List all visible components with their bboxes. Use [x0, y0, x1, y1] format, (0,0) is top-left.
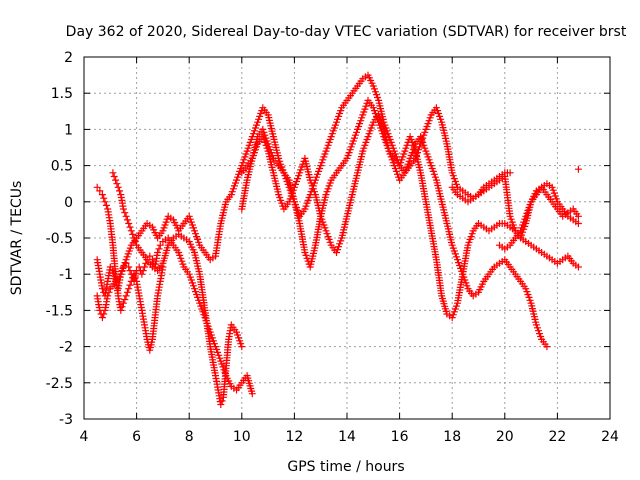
- x-tick-label: 8: [185, 429, 194, 445]
- y-tick-label: -2.5: [46, 376, 73, 392]
- data-point: [101, 198, 109, 206]
- axis-ticks: [83, 56, 611, 420]
- x-axis-label: GPS time / hours: [287, 459, 404, 475]
- data-point-fill: [121, 296, 129, 303]
- y-tick-label: -3: [59, 412, 73, 428]
- data-point-fill: [218, 397, 226, 405]
- x-tick-label: 18: [443, 429, 461, 445]
- data-marks: [93, 71, 582, 408]
- data-point-fill: [110, 173, 118, 180]
- data-point: [238, 343, 246, 351]
- data-point: [248, 390, 256, 398]
- data-point: [109, 169, 117, 177]
- data-point: [146, 252, 154, 260]
- data-point-fill: [123, 216, 131, 224]
- y-tick-label: 2: [64, 50, 73, 66]
- data-point: [98, 314, 106, 322]
- data-point: [156, 241, 164, 249]
- y-tick-label: -1: [59, 267, 73, 283]
- data-point-fill: [105, 288, 113, 296]
- data-point: [106, 263, 114, 271]
- data-point: [125, 220, 133, 227]
- y-tick-label: 0: [64, 195, 73, 211]
- y-axis-label: SDTVAR / TECUs: [9, 181, 25, 296]
- data-point-fill: [102, 201, 110, 209]
- y-tick-label: -2: [59, 340, 73, 356]
- y-tick-label: -1.5: [46, 303, 73, 319]
- data-point-fill: [116, 187, 123, 195]
- x-tick-label: 4: [80, 429, 89, 445]
- data-point: [574, 165, 582, 173]
- x-tick-label: 24: [601, 429, 619, 445]
- data-point-fill: [155, 245, 163, 253]
- data-point: [104, 292, 112, 300]
- x-tick-label: 10: [233, 429, 251, 445]
- data-point-fill: [126, 223, 134, 231]
- x-tick-label: 14: [338, 429, 356, 445]
- data-point: [119, 205, 127, 213]
- x-tick-label: 22: [548, 429, 566, 445]
- y-tick-label: 1: [64, 122, 73, 138]
- data-point: [574, 212, 582, 220]
- x-tick-label: 12: [285, 429, 303, 445]
- data-point: [154, 249, 162, 256]
- data-point: [141, 263, 148, 271]
- data-point-fill: [139, 267, 147, 275]
- data-point: [543, 343, 551, 351]
- x-tick-label: 20: [496, 429, 514, 445]
- y-tick-label: 0.5: [51, 159, 73, 175]
- data-point: [117, 306, 125, 314]
- y-tick-label: 1.5: [51, 86, 73, 102]
- data-point-fill: [100, 310, 108, 318]
- data-point: [506, 169, 514, 177]
- data-point-fill: [123, 288, 131, 296]
- data-point: [127, 227, 135, 235]
- data-point: [93, 183, 101, 191]
- data-point-fill: [118, 303, 126, 311]
- data-point-fill: [126, 281, 134, 289]
- data-point: [574, 220, 582, 227]
- data-point: [119, 299, 127, 307]
- data-point: [125, 285, 133, 293]
- data-point: [122, 292, 130, 300]
- data-point: [112, 176, 120, 184]
- x-tick-label: 16: [391, 429, 409, 445]
- data-point-fill: [142, 259, 150, 267]
- y-tick-label: -0.5: [46, 231, 73, 247]
- data-point: [114, 183, 122, 191]
- data-point: [127, 270, 135, 278]
- data-point: [217, 401, 225, 408]
- data-point-fill: [121, 209, 129, 217]
- data-point-fill: [100, 194, 108, 202]
- data-point: [96, 187, 104, 195]
- data-point: [98, 191, 106, 199]
- tick-labels: 4 6 8 10 12 14 16 18 20 22 24 2 1.5 1 0.5 0 -0.5 -1 -1.5 -2…: [46, 50, 619, 445]
- data-point: [138, 270, 146, 278]
- data-point: [98, 285, 106, 293]
- data-point: [574, 263, 582, 271]
- chart-title: Day 362 of 2020, Sidereal Day-to-day VTE…: [66, 24, 627, 40]
- grid: [84, 57, 610, 419]
- data-point-fill: [126, 267, 134, 275]
- data-point-fill: [113, 180, 121, 188]
- data-point-fill: [129, 230, 137, 238]
- x-tick-label: 6: [132, 429, 141, 445]
- data-point: [125, 263, 133, 271]
- data-point: [122, 212, 130, 220]
